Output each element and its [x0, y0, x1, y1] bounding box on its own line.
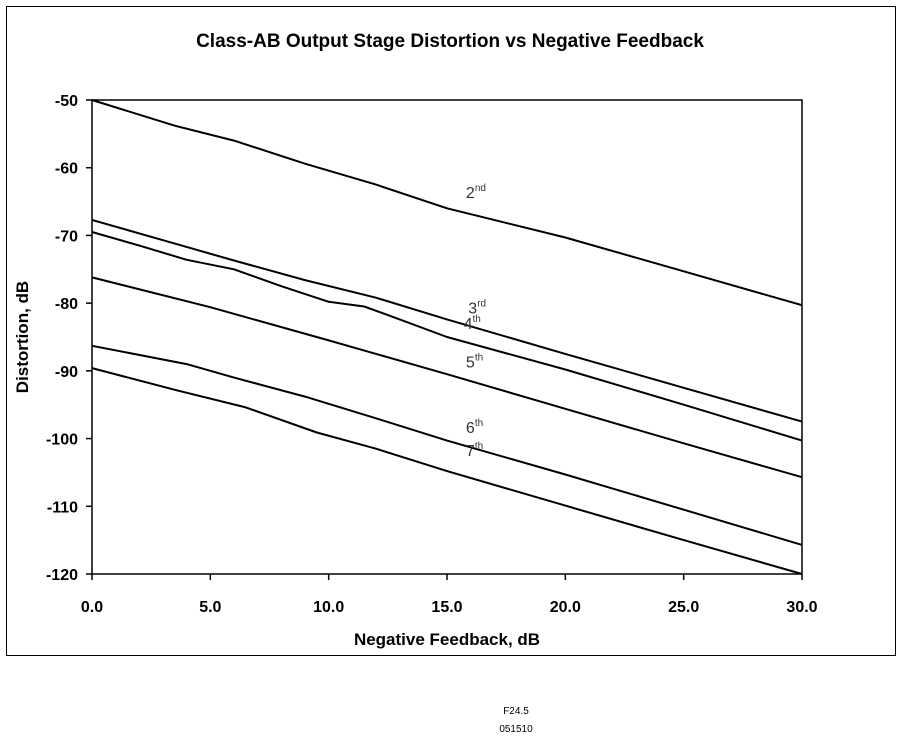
- figure-id: F24.5: [503, 706, 529, 717]
- series-line-3rd: [91, 218, 803, 423]
- series-label-7th: 7th: [466, 441, 483, 460]
- series-label-6th: 6th: [466, 418, 483, 437]
- y-tick-label: -90: [55, 364, 78, 381]
- x-tick-label: 25.0: [668, 599, 699, 616]
- y-tick-label: -60: [55, 161, 78, 178]
- y-tick-label: -50: [55, 93, 78, 110]
- series-label-2nd: 2nd: [466, 183, 486, 202]
- series-line-7th: [91, 367, 803, 575]
- x-tick-label: 15.0: [431, 599, 462, 616]
- series-label-3rd: 3rd: [468, 298, 486, 317]
- y-tick-label: -110: [47, 499, 78, 516]
- x-tick-label: 5.0: [199, 599, 221, 616]
- series-label-4th: 4th: [464, 314, 481, 333]
- x-tick-label: 20.0: [550, 599, 581, 616]
- y-tick-label: -100: [46, 432, 78, 449]
- chart-frame: [6, 6, 896, 656]
- series-line-6th: [91, 344, 803, 546]
- axis-ticks: 0.0 5.0 10.0 15.0 20.0 25.0 30.0 -50 -60 -70 -80 -9…: [46, 93, 818, 616]
- series-lines: [91, 99, 803, 575]
- y-axis-label: Distortion, dB: [13, 281, 32, 393]
- series-line-2nd: [91, 99, 803, 307]
- y-tick-label: -120: [46, 567, 78, 584]
- y-tick-label: -70: [55, 228, 78, 245]
- plot-area: [91, 99, 803, 575]
- chart-title: Class-AB Output Stage Distortion vs Nega…: [196, 31, 704, 52]
- x-axis-label: Negative Feedback, dB: [354, 630, 540, 649]
- x-tick-label: 10.0: [313, 599, 344, 616]
- x-tick-label: 30.0: [786, 599, 817, 616]
- x-tick-label: 0.0: [81, 599, 103, 616]
- series-label-5th: 5th: [466, 352, 483, 371]
- figure-code: 051510: [499, 724, 533, 735]
- series-line-4th: [91, 231, 803, 442]
- series-line-5th: [91, 276, 803, 479]
- y-tick-label: -80: [55, 296, 78, 313]
